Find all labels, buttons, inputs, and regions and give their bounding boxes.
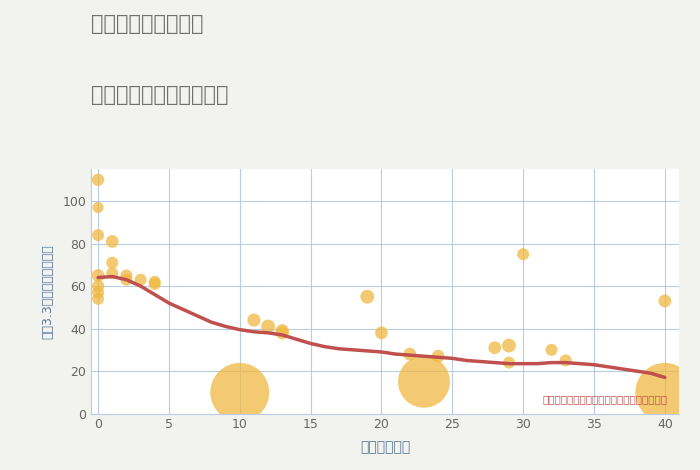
Point xyxy=(121,272,132,279)
Text: 岐阜県岐阜市殿町の: 岐阜県岐阜市殿町の xyxy=(91,14,204,34)
Point xyxy=(106,259,118,266)
Point xyxy=(659,297,671,305)
Point xyxy=(92,231,104,239)
Point xyxy=(546,346,557,353)
Point xyxy=(376,329,387,337)
Point xyxy=(659,389,671,396)
Y-axis label: 坪（3.3㎡）単価（万円）: 坪（3.3㎡）単価（万円） xyxy=(41,244,54,339)
Point xyxy=(404,350,415,358)
Point xyxy=(121,276,132,283)
Text: 築年数別中古戸建て価格: 築年数別中古戸建て価格 xyxy=(91,85,228,105)
Point xyxy=(135,276,146,283)
Point xyxy=(517,251,528,258)
Point xyxy=(106,238,118,245)
Point xyxy=(362,293,373,300)
Point xyxy=(92,282,104,290)
Point xyxy=(419,378,430,385)
Point xyxy=(92,176,104,184)
Point xyxy=(92,272,104,279)
Point xyxy=(92,289,104,296)
Text: 円の大きさは、取引のあった物件面積を示す: 円の大きさは、取引のあった物件面積を示す xyxy=(542,394,667,404)
Point xyxy=(433,352,444,360)
Point xyxy=(503,342,514,349)
Point xyxy=(92,295,104,303)
Point xyxy=(92,204,104,211)
X-axis label: 築年数（年）: 築年数（年） xyxy=(360,440,410,454)
Point xyxy=(503,359,514,366)
Point xyxy=(560,357,571,364)
Point xyxy=(276,327,288,335)
Point xyxy=(234,389,246,396)
Point xyxy=(489,344,500,352)
Point xyxy=(276,329,288,337)
Point xyxy=(248,316,260,324)
Point xyxy=(106,270,118,277)
Point xyxy=(262,323,274,330)
Point xyxy=(149,278,160,286)
Point xyxy=(149,280,160,288)
